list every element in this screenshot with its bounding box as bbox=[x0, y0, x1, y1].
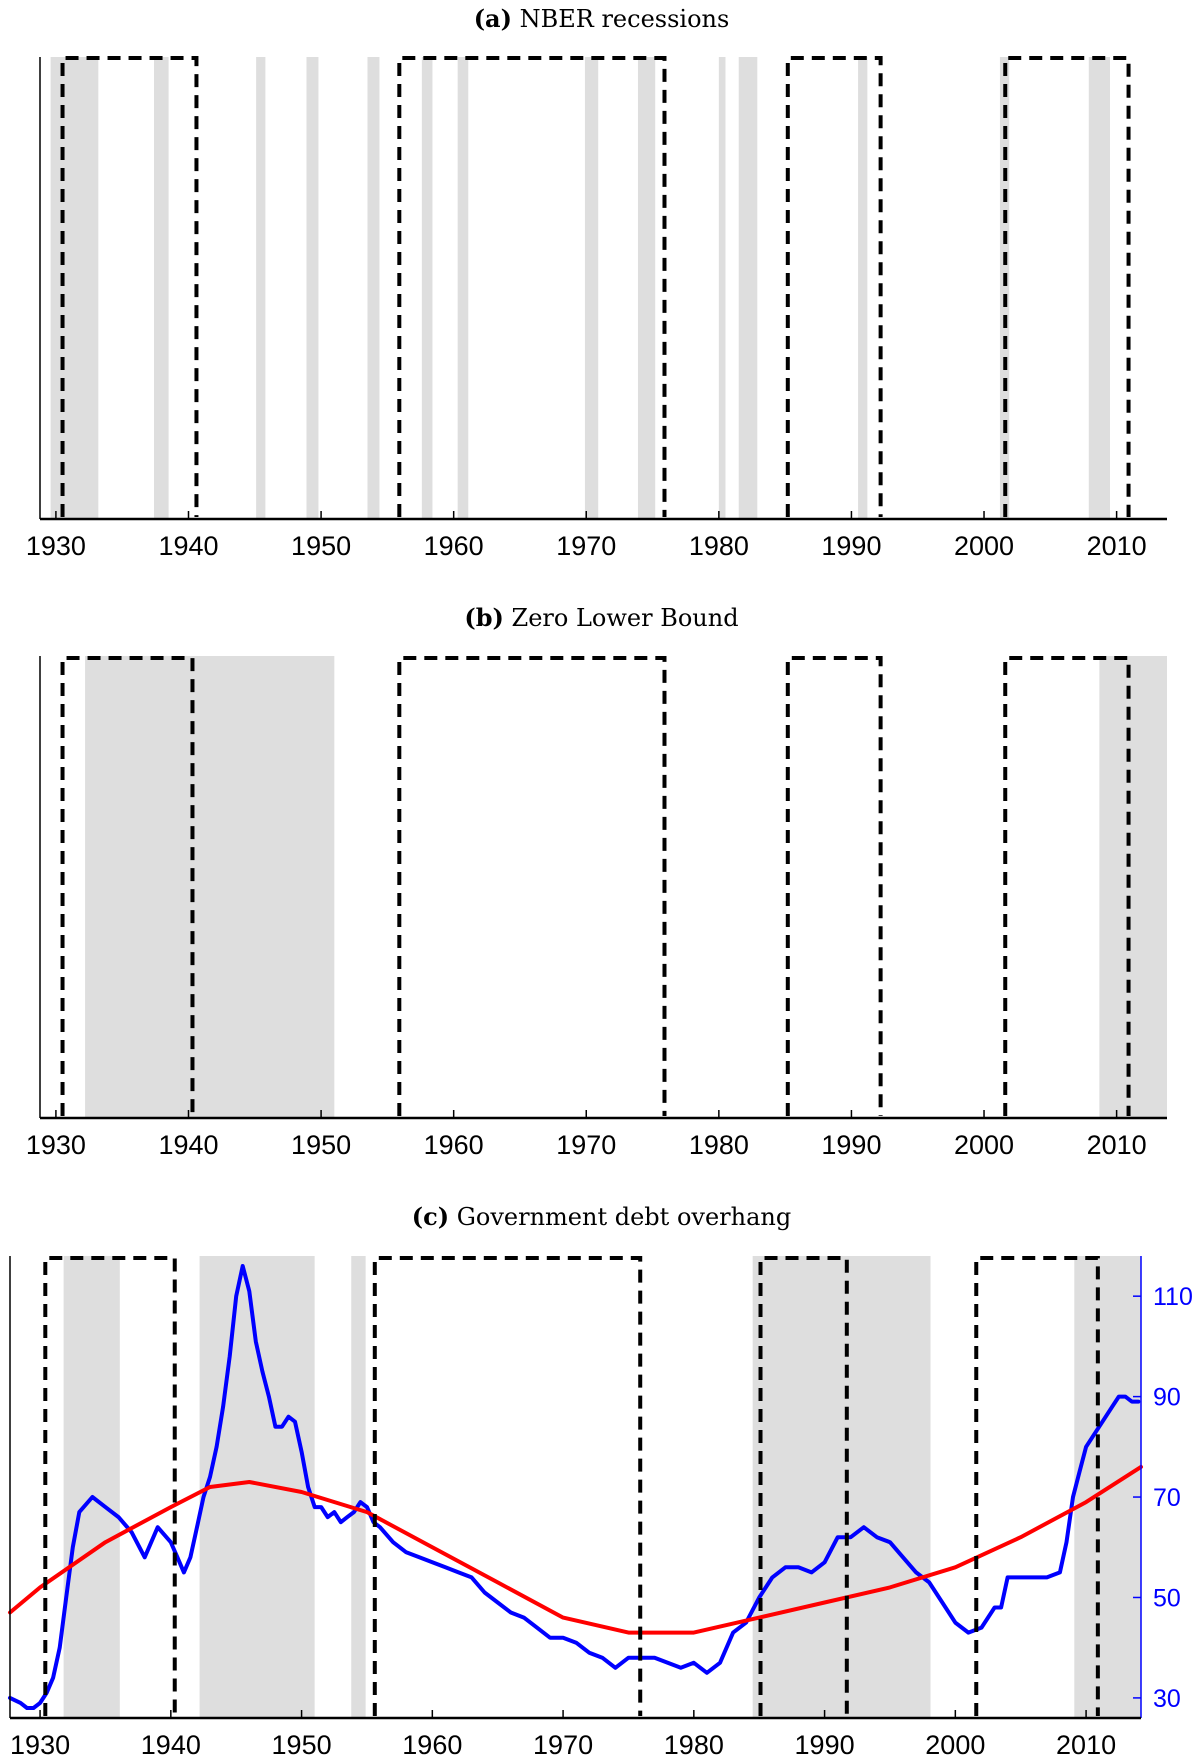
panel-a-shaded-period bbox=[457, 57, 469, 519]
panel-c-label: (c) bbox=[411, 1202, 450, 1231]
panel-b-x-tick-label: 1970 bbox=[556, 1130, 616, 1160]
panel-b-x-tick-label: 1940 bbox=[158, 1130, 218, 1160]
panel-c-x-tick-label: 1960 bbox=[402, 1730, 462, 1758]
panel-a-shaded-period bbox=[421, 57, 433, 519]
panel-a-shaded-period bbox=[1088, 57, 1110, 519]
panel-a-x-tick-label: 2000 bbox=[954, 531, 1014, 561]
panel-a-shaded-period bbox=[306, 57, 319, 519]
panel-b-x-tick-label: 1960 bbox=[424, 1130, 484, 1160]
panel-b-label: (b) bbox=[464, 603, 504, 632]
panel-a-shaded-period bbox=[858, 57, 868, 519]
panel-c-dashed-box bbox=[372, 1256, 643, 1716]
panel-a-label: (a) bbox=[473, 4, 512, 33]
panel-c-x-tick-label: 1950 bbox=[272, 1730, 332, 1758]
panel-c-title: Government debt overhang bbox=[456, 1203, 792, 1231]
panel-c-x-tick-label: 1970 bbox=[533, 1730, 593, 1758]
panel-c-dashed-box bbox=[974, 1256, 1100, 1716]
panel-c-right-tick-label: 90 bbox=[1153, 1384, 1181, 1412]
panel-a-dashed-box bbox=[785, 56, 883, 517]
panel-a-x-tick-label: 1960 bbox=[424, 531, 484, 561]
panel-a-x-tick-label: 1980 bbox=[689, 531, 749, 561]
panel-a-shaded-period bbox=[256, 57, 266, 519]
panel-c-right-tick-label: 30 bbox=[1153, 1685, 1181, 1713]
panel-a-shaded-period bbox=[50, 57, 99, 519]
panel-a-x-tick-label: 2010 bbox=[1087, 531, 1147, 561]
panel-a-x-tick-label: 1990 bbox=[821, 531, 881, 561]
panel-c-x-tick-label: 1930 bbox=[10, 1730, 70, 1758]
panel-c-x-tick-label: 1940 bbox=[141, 1730, 201, 1758]
panel-c-series-line bbox=[8, 1264, 1141, 1710]
panel-c-x-tick-label: 1990 bbox=[795, 1730, 855, 1758]
panel-a-shaded-period bbox=[154, 57, 169, 519]
panel-a-x-tick-label: 1950 bbox=[291, 531, 351, 561]
panel-c-x-tick-label: 2000 bbox=[925, 1730, 985, 1758]
panel-c-right-tick-label: 110 bbox=[1153, 1283, 1193, 1311]
panel-a-dashed-box bbox=[1003, 56, 1131, 517]
panel-b-x-tick-label: 2000 bbox=[954, 1130, 1014, 1160]
panel-b-x-tick-label: 1950 bbox=[291, 1130, 351, 1160]
panel-a-title: NBER recessions bbox=[519, 5, 730, 33]
panel-b-shaded-period bbox=[85, 656, 335, 1118]
panel-b-x-tick-label: 1930 bbox=[26, 1130, 86, 1160]
panel-c-x-tick-label: 2010 bbox=[1056, 1730, 1116, 1758]
panel-c-series-line bbox=[8, 1464, 1143, 1635]
panel-a-shaded-period bbox=[367, 57, 380, 519]
panel-c-shaded-period bbox=[752, 1256, 931, 1718]
panel-a-shaded-period bbox=[718, 57, 726, 519]
panel-a-x-tick-label: 1940 bbox=[158, 531, 218, 561]
panel-a-shaded-period bbox=[584, 57, 599, 519]
panel-b-x-tick-label: 1990 bbox=[821, 1130, 881, 1160]
panel-c-right-tick-label: 50 bbox=[1153, 1584, 1181, 1612]
panel-b-shaded-period bbox=[1099, 656, 1167, 1118]
panel-a-shaded-period bbox=[637, 57, 656, 519]
panel-a-dashed-box bbox=[397, 56, 667, 517]
panel-a-dashed-box bbox=[60, 56, 199, 517]
panel-b-title: Zero Lower Bound bbox=[511, 604, 739, 632]
panel-a-shaded-period bbox=[999, 57, 1010, 519]
panel-c-shaded-period bbox=[63, 1256, 120, 1718]
panel-c-shaded-period bbox=[351, 1256, 366, 1718]
panel-c-x-tick-label: 1980 bbox=[664, 1730, 724, 1758]
panel-c-right-tick-label: 70 bbox=[1153, 1484, 1181, 1512]
panel-b-dashed-box bbox=[785, 656, 883, 1116]
panel-b-dashed-box bbox=[1003, 656, 1131, 1116]
panel-a-shaded-period bbox=[738, 57, 758, 519]
panel-b-dashed-box bbox=[397, 656, 667, 1116]
panel-b-x-tick-label: 1980 bbox=[689, 1130, 749, 1160]
panel-a-x-tick-label: 1930 bbox=[26, 531, 86, 561]
panel-a-x-tick-label: 1970 bbox=[556, 531, 616, 561]
panel-b-x-tick-label: 2010 bbox=[1087, 1130, 1147, 1160]
